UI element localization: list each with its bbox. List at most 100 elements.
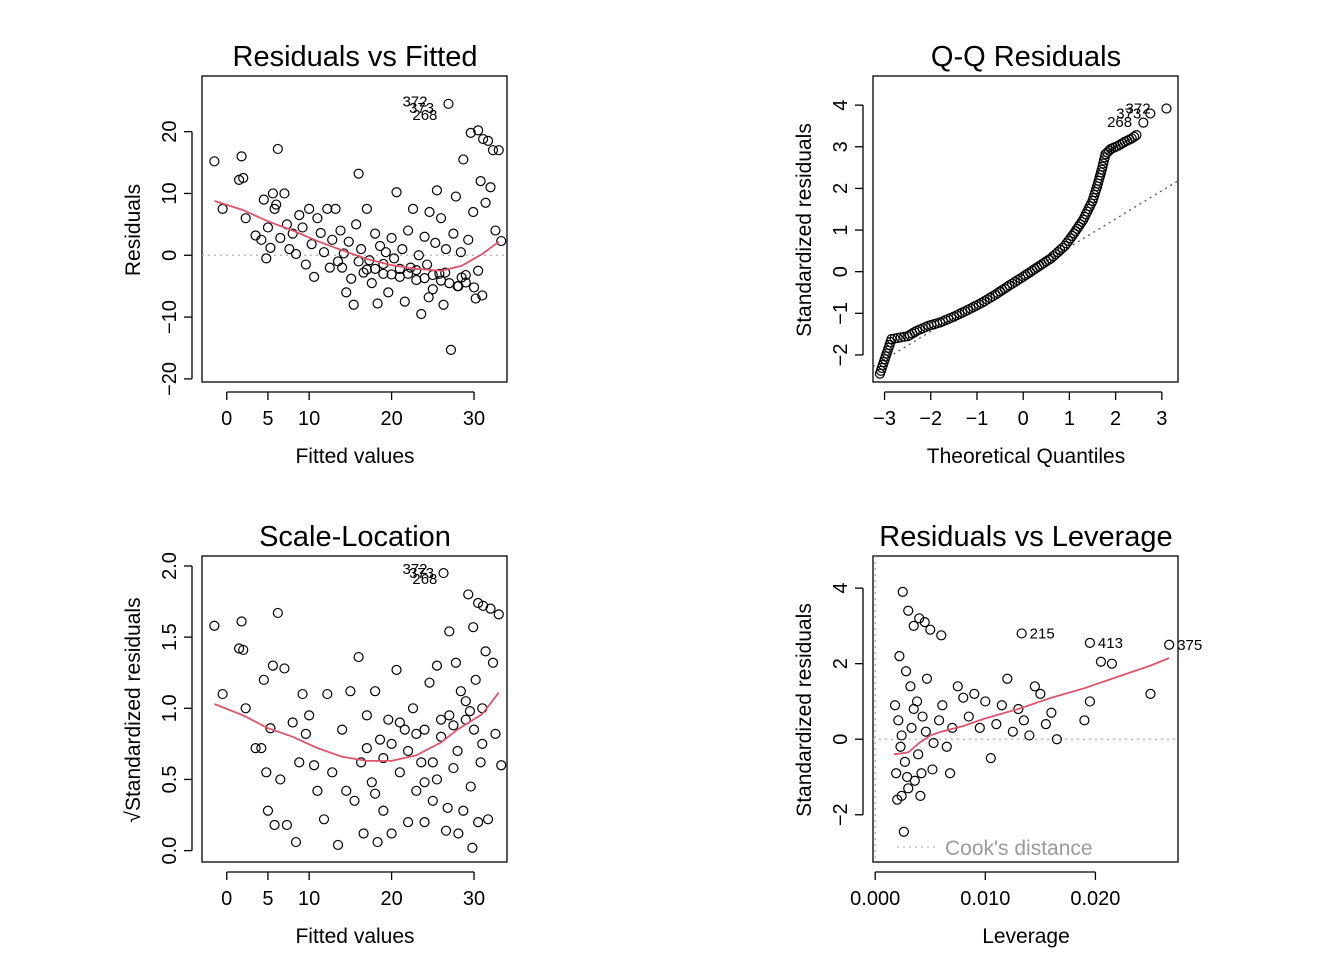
- data-point: [327, 767, 338, 778]
- data-point: [322, 688, 333, 700]
- x-tick-label: 2: [1110, 408, 1121, 430]
- data-point: [332, 839, 344, 851]
- data-point: [411, 274, 422, 286]
- data-point: [896, 790, 907, 801]
- data-point: [353, 256, 364, 267]
- data-point: [370, 788, 381, 799]
- data-point: [928, 737, 939, 749]
- data-point: [996, 700, 1007, 711]
- data-point: [383, 714, 394, 725]
- data-point: [969, 688, 980, 699]
- data-point: [490, 728, 501, 740]
- data-point: [421, 259, 433, 270]
- data-point: [256, 234, 267, 245]
- qq-residuals-panel: Q-Q Residuals Theoretical Quantiles Stan…: [793, 41, 1179, 468]
- data-point: [378, 805, 389, 816]
- data-point: [453, 828, 464, 839]
- data-point: [337, 724, 348, 735]
- data-point: [427, 284, 438, 295]
- y-tick-label: 0: [830, 734, 852, 745]
- data-point: [423, 292, 434, 303]
- data-point: [1018, 715, 1029, 726]
- data-point: [958, 692, 969, 703]
- data-point: [287, 717, 298, 728]
- data-point: [925, 624, 936, 635]
- data-point: [353, 168, 364, 179]
- plot-frame: [201, 555, 508, 863]
- data-point: [463, 589, 474, 600]
- x-tick-label: 5: [262, 888, 273, 910]
- data-point: [262, 222, 274, 233]
- data-point: [284, 243, 295, 255]
- data-point: [419, 231, 430, 242]
- data-point: [902, 771, 913, 783]
- x-axis-label: Fitted values: [295, 445, 414, 468]
- data-point: [891, 768, 902, 779]
- data-point: [487, 145, 499, 156]
- data-point: [465, 781, 476, 792]
- data-point: [370, 228, 381, 239]
- data-point: [475, 175, 486, 187]
- data-point: [327, 234, 338, 245]
- point-label: 268: [1107, 114, 1132, 131]
- data-point: [485, 603, 496, 614]
- data-point: [341, 785, 352, 796]
- data-point: [402, 268, 414, 279]
- data-point: [455, 686, 466, 697]
- y-axis-label: Standardized residuals: [793, 123, 816, 337]
- x-tick-label: 30: [463, 408, 485, 430]
- data-point: [1131, 130, 1142, 141]
- data-point: [1051, 734, 1062, 745]
- data-point: [482, 814, 494, 825]
- data-point: [1100, 149, 1111, 160]
- data-point: [897, 586, 908, 597]
- data-point: [898, 826, 909, 837]
- data-point: [312, 213, 323, 224]
- data-point: [473, 125, 484, 136]
- data-point: [1035, 688, 1046, 699]
- data-point: [267, 660, 278, 671]
- data-point: [397, 243, 408, 255]
- data-point: [468, 282, 480, 293]
- x-tick-label: 0: [221, 408, 232, 430]
- data-point: [477, 290, 488, 301]
- data-point: [233, 643, 245, 654]
- data-point: [490, 225, 501, 236]
- data-point: [496, 235, 507, 247]
- data-point: [448, 720, 459, 731]
- data-point: [434, 268, 445, 279]
- data-point: [903, 605, 914, 616]
- point-label: 413: [1098, 635, 1123, 652]
- data-point: [475, 757, 486, 768]
- scale-location-panel: Scale-Location Fitted values √Standardiz…: [122, 521, 508, 948]
- data-point: [386, 232, 397, 244]
- x-axis-label: Leverage: [982, 925, 1070, 948]
- data-point: [895, 741, 906, 752]
- data-point: [1006, 278, 1018, 289]
- data-point: [463, 234, 474, 245]
- point-label: 215: [1030, 625, 1055, 642]
- point-label: 373: [409, 100, 434, 117]
- y-tick-label: 1: [830, 224, 852, 235]
- data-point: [256, 743, 267, 754]
- x-tick-label: −3: [873, 408, 896, 430]
- data-point: [337, 262, 348, 273]
- data-point: [1106, 658, 1118, 669]
- data-point: [391, 664, 402, 675]
- data-point: [1001, 281, 1013, 293]
- x-tick-label: 5: [262, 408, 273, 430]
- data-point: [952, 681, 963, 692]
- plot-frame: [872, 75, 1179, 383]
- data-point: [281, 819, 293, 831]
- data-point: [482, 135, 494, 147]
- data-point: [456, 272, 467, 283]
- x-tick-label: 20: [380, 408, 402, 430]
- data-point: [963, 711, 974, 722]
- data-point: [452, 281, 463, 292]
- data-point: [1161, 103, 1172, 114]
- y-axis-label: Standardized residuals: [793, 603, 816, 817]
- y-tick-label: −10: [159, 300, 181, 334]
- data-point: [372, 298, 383, 309]
- data-point: [217, 688, 228, 700]
